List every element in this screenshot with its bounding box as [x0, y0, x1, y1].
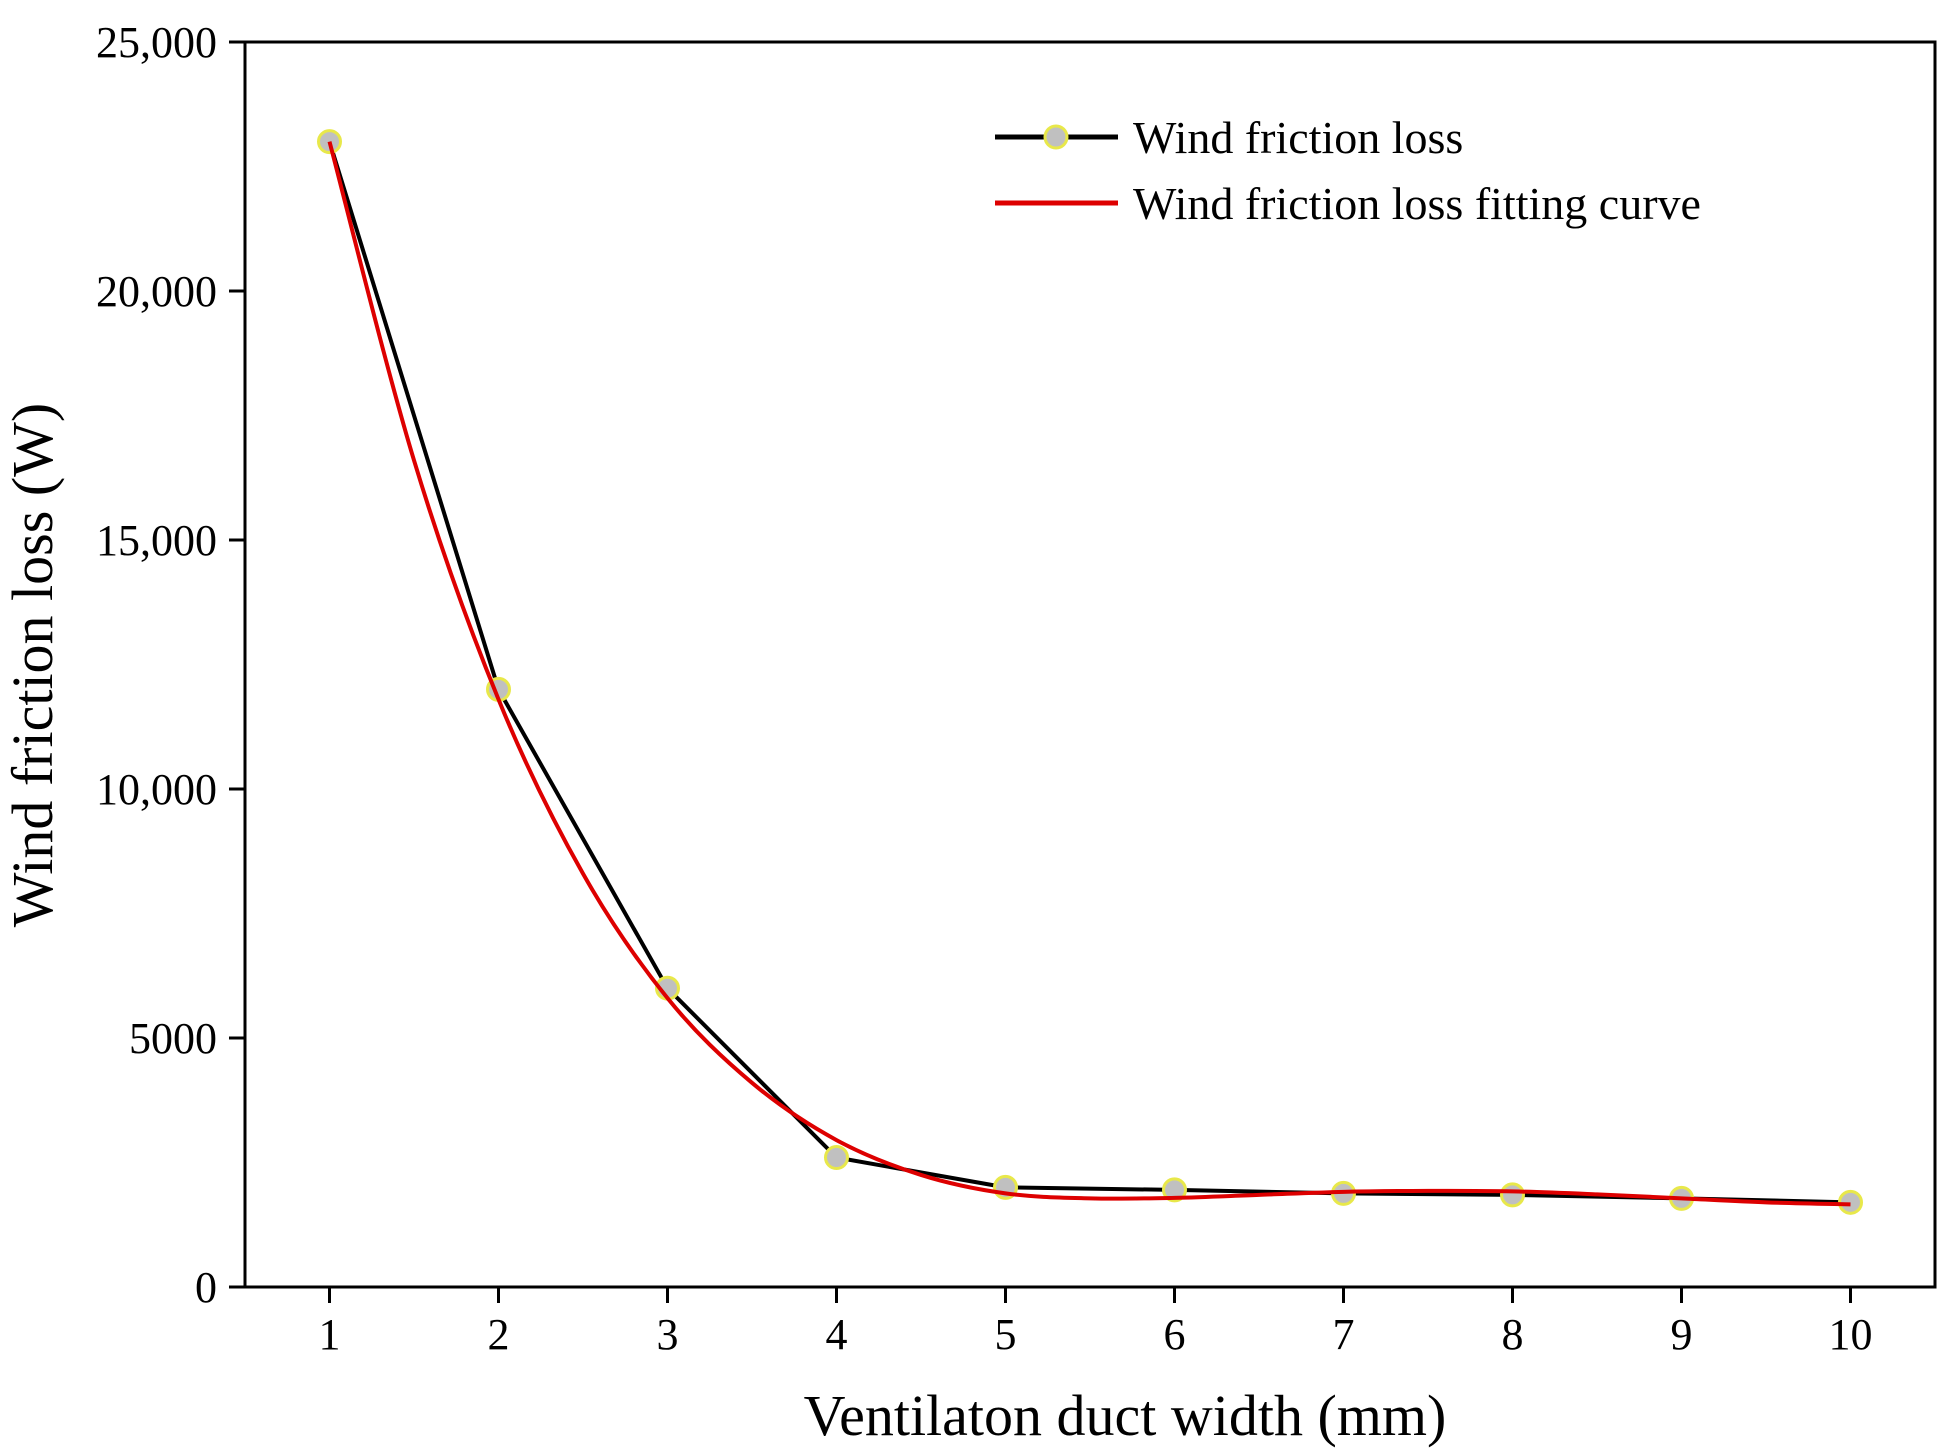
x-tick-label-10: 10	[1829, 1310, 1873, 1359]
y-axis-title: Wind friction loss (W)	[0, 403, 65, 927]
y-tick-label-20000: 20,000	[96, 267, 217, 316]
series-line-wind-friction-loss	[327, 141, 1851, 1205]
data-point-8	[1500, 1182, 1525, 1208]
y-tick-label-15000: 15,000	[96, 516, 217, 565]
y-tick-label-25000: 25,000	[96, 18, 217, 67]
x-tick-label-3: 3	[657, 1310, 679, 1359]
series-line-fitting-curve	[327, 141, 1851, 1207]
plot-frame	[243, 40, 1937, 1289]
x-tick-label-4: 4	[826, 1310, 848, 1359]
x-axis: 1 2 3 4 5 6 7 8 9 10	[319, 1287, 1873, 1359]
data-point-4	[824, 1145, 849, 1171]
x-axis-title: Ventilaton duct width (mm)	[804, 1383, 1447, 1448]
legend-marker-wind-friction-loss	[1043, 124, 1069, 150]
x-tick-label-2: 2	[488, 1310, 510, 1359]
y-axis: 0 5000 10,000 15,000 20,000 25,000	[96, 18, 245, 1312]
legend-label-wind-friction-loss: Wind friction loss	[1133, 112, 1463, 163]
x-tick-label-8: 8	[1502, 1310, 1524, 1359]
x-tick-label-5: 5	[995, 1310, 1017, 1359]
x-tick-label-9: 9	[1671, 1310, 1693, 1359]
x-tick-label-1: 1	[319, 1310, 341, 1359]
x-tick-label-7: 7	[1333, 1310, 1355, 1359]
legend-label-fitting-curve: Wind friction loss fitting curve	[1133, 178, 1701, 229]
legend: Wind friction loss Wind friction loss fi…	[995, 112, 1701, 229]
data-point-6	[1162, 1177, 1187, 1203]
y-tick-label-5000: 5000	[129, 1014, 217, 1063]
y-tick-label-0: 0	[195, 1263, 217, 1312]
x-tick-label-6: 6	[1164, 1310, 1186, 1359]
series-layer	[317, 129, 1863, 1215]
y-tick-label-10000: 10,000	[96, 765, 217, 814]
